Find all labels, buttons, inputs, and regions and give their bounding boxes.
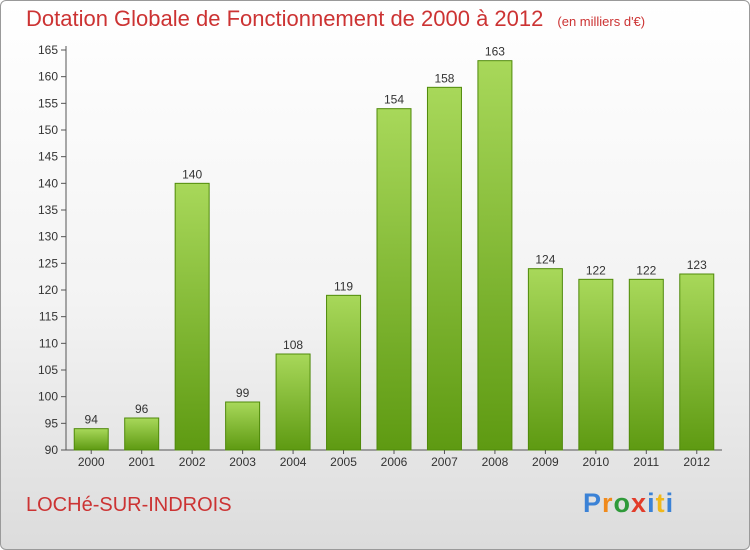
x-tick-label: 2005 <box>330 455 357 469</box>
bar-value-label: 123 <box>687 258 707 272</box>
bar-value-label: 99 <box>236 386 250 400</box>
x-tick-label: 2000 <box>78 455 105 469</box>
bar <box>326 294 362 451</box>
y-tick-label: 165 <box>38 43 58 57</box>
bar <box>477 60 513 451</box>
bar-value-label: 140 <box>182 167 202 181</box>
y-tick-label: 90 <box>45 443 59 457</box>
bar-value-label: 122 <box>636 263 656 277</box>
bar-value-label: 96 <box>135 402 149 416</box>
logo-letter: i <box>665 488 675 518</box>
logo-letter: i <box>647 488 656 518</box>
y-tick-label: 125 <box>38 256 58 270</box>
bar <box>174 182 210 451</box>
y-tick-label: 105 <box>38 363 58 377</box>
x-tick-label: 2011 <box>633 455 659 469</box>
logo-letter: o <box>613 488 632 518</box>
bar <box>73 428 109 451</box>
logo-letter: P <box>583 488 603 518</box>
logo-letter: x <box>631 488 648 518</box>
y-tick-label: 140 <box>38 176 58 190</box>
bar-value-label: 108 <box>283 338 303 352</box>
y-tick-label: 95 <box>45 416 59 430</box>
commune-name: LOCHé-SUR-INDROIS <box>26 494 232 516</box>
proxiti-logo: Proxiti <box>583 488 674 519</box>
unit-note: (en milliers d'€) <box>557 14 646 29</box>
x-tick-label: 2006 <box>381 455 408 469</box>
x-tick-label: 2007 <box>431 455 458 469</box>
bar-value-label: 122 <box>586 263 606 277</box>
bar <box>628 278 664 451</box>
y-tick-label: 155 <box>38 96 58 110</box>
x-tick-label: 2010 <box>582 455 609 469</box>
bar <box>527 268 563 451</box>
x-tick-label: 2004 <box>280 455 307 469</box>
bar-value-label: 154 <box>384 93 404 107</box>
bar <box>225 401 261 451</box>
y-tick-label: 135 <box>38 203 58 217</box>
bar <box>578 278 614 451</box>
bar <box>275 353 311 451</box>
x-tick-label: 2002 <box>179 455 206 469</box>
x-tick-label: 2008 <box>482 455 509 469</box>
logo-letter: t <box>655 488 666 518</box>
bar <box>376 108 412 451</box>
x-tick-label: 2012 <box>683 455 710 469</box>
bar-value-label: 158 <box>434 71 454 85</box>
y-tick-label: 115 <box>39 310 58 324</box>
chart-title: Dotation Globale de Fonctionnement de 20… <box>26 6 645 32</box>
y-tick-label: 120 <box>38 283 58 297</box>
x-tick-label: 2003 <box>229 455 256 469</box>
bar-value-label: 124 <box>535 253 555 267</box>
bar <box>426 86 462 451</box>
bar <box>679 273 715 451</box>
logo-letter: r <box>602 488 614 518</box>
x-tick-label: 2001 <box>128 455 155 469</box>
y-tick-label: 130 <box>38 230 58 244</box>
bar <box>124 417 160 451</box>
bar-value-label: 163 <box>485 45 505 59</box>
y-tick-label: 150 <box>38 123 58 137</box>
chart-title-text: Dotation Globale de Fonctionnement de 20… <box>26 6 544 31</box>
y-tick-label: 100 <box>38 390 58 404</box>
y-tick-label: 145 <box>38 150 58 164</box>
y-tick-label: 110 <box>39 336 58 350</box>
bar-value-label: 119 <box>334 279 353 293</box>
y-tick-label: 160 <box>38 70 58 84</box>
x-tick-label: 2009 <box>532 455 559 469</box>
bar-value-label: 94 <box>85 413 99 427</box>
